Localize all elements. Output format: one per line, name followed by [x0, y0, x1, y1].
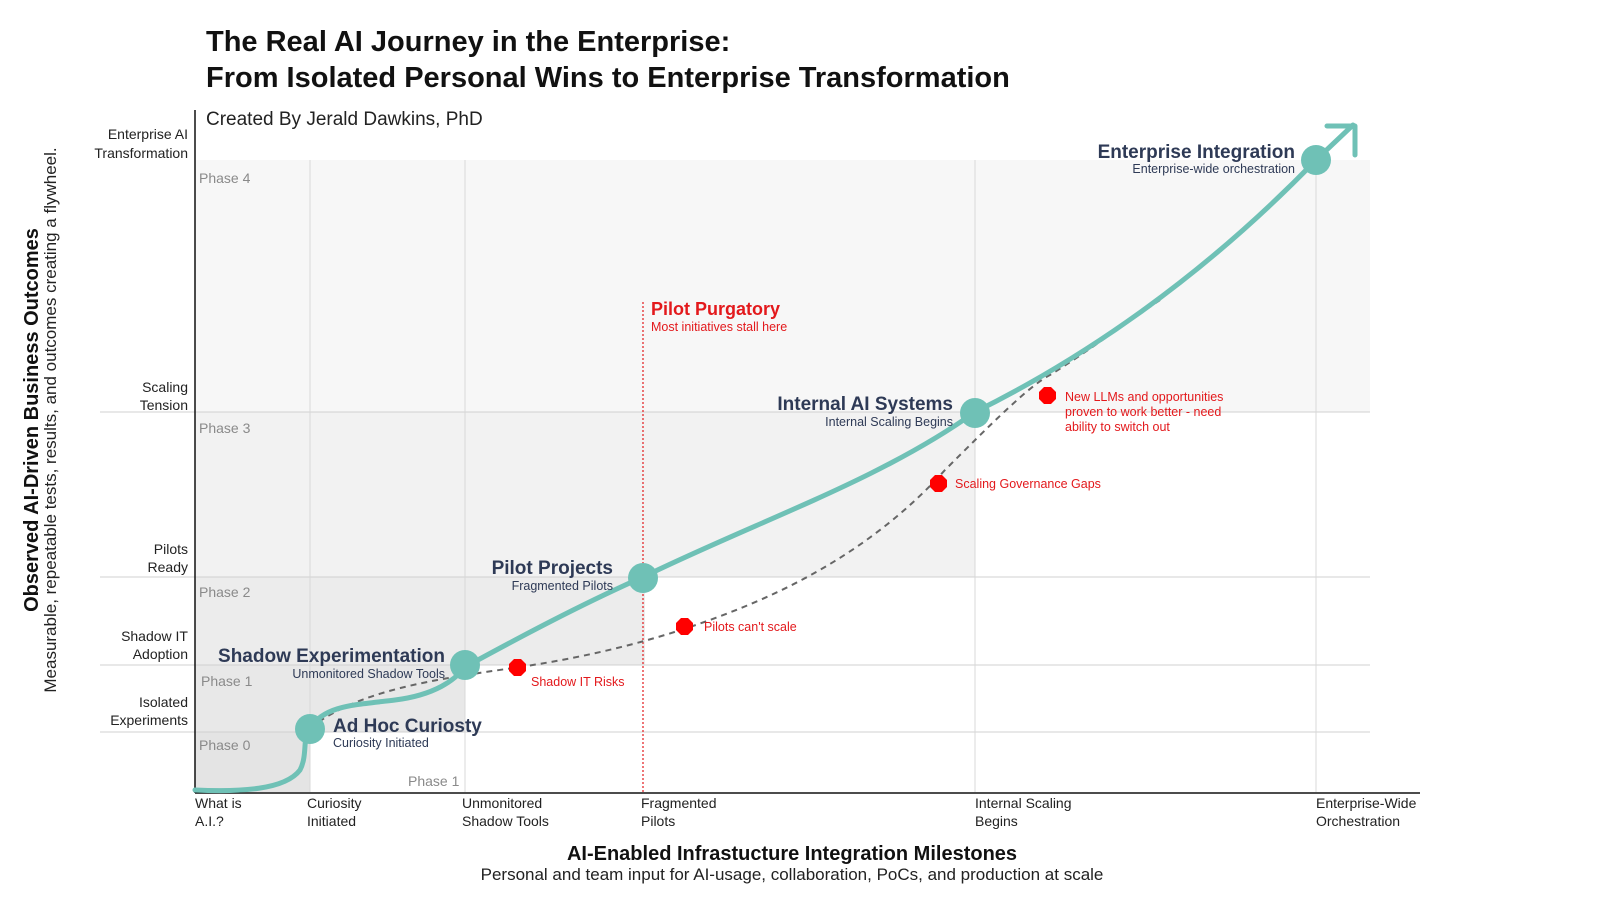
- x-milestone-whatis-2: A.I.?: [195, 813, 224, 829]
- risk-shadow-it-label: Shadow IT Risks: [531, 675, 625, 689]
- x-milestone-internal-1: Internal Scaling: [975, 795, 1072, 811]
- node-pilot-title: Pilot Projects: [492, 558, 613, 579]
- node-enterprise-subtitle: Enterprise-wide orchestration: [1132, 162, 1295, 176]
- phase-4-label: Phase 4: [199, 170, 251, 186]
- phase-3-label: Phase 3: [199, 420, 251, 436]
- risk-llm-switch-line-1: New LLMs and opportunities: [1065, 390, 1223, 404]
- x-milestone-labels: What is A.I.? Curiosity Initiated Unmoni…: [195, 795, 1417, 829]
- pilot-purgatory-subtitle: Most initiatives stall here: [651, 320, 787, 334]
- x-milestone-internal-2: Begins: [975, 813, 1018, 829]
- y-level-shadow-2: Adoption: [133, 646, 188, 662]
- node-shadow-subtitle: Unmonitored Shadow Tools: [292, 667, 445, 681]
- node-enterprise: [1301, 145, 1331, 175]
- vertical-gridlines: [309, 160, 1317, 792]
- risk-governance-icon: [930, 475, 947, 492]
- y-level-isolated-2: Experiments: [110, 712, 188, 728]
- credit-text: Created By Jerald Dawkins, PhD: [206, 109, 483, 130]
- x-milestone-enterprise-1: Enterprise-Wide: [1316, 795, 1417, 811]
- y-level-isolated-1: Isolated: [139, 694, 188, 710]
- phase-1-label: Phase 1: [201, 673, 253, 689]
- x-milestone-curiosity-2: Initiated: [307, 813, 356, 829]
- milestone-nodes: [295, 145, 1331, 744]
- y-axis-title: Observed AI-Driven Business Outcomes: [21, 228, 43, 612]
- x-milestone-enterprise-2: Orchestration: [1316, 813, 1400, 829]
- risk-llm-switch-line-3: ability to switch out: [1065, 420, 1170, 434]
- phase-0-label: Phase 0: [199, 737, 251, 753]
- y-level-transformation-2: Transformation: [94, 145, 188, 161]
- band-phase-4: [195, 160, 1370, 412]
- journey-arrow-head: [1324, 123, 1358, 158]
- x-milestone-unmonitored-2: Shadow Tools: [462, 813, 549, 829]
- risk-llm-switch-icon: [1039, 387, 1056, 404]
- node-pilot: [628, 563, 658, 593]
- risk-governance-label: Scaling Governance Gaps: [955, 477, 1101, 491]
- y-level-transformation-1: Enterprise AI: [108, 126, 188, 142]
- y-level-pilots-2: Ready: [148, 559, 188, 575]
- risk-markers: Shadow IT Risks Pilots can't scale Scali…: [509, 387, 1223, 689]
- risk-llm-switch-line-2: proven to work better - need: [1065, 405, 1221, 419]
- phase-1-bottom-label: Phase 1: [408, 773, 460, 789]
- band-phase-3: [195, 412, 975, 577]
- x-milestone-unmonitored-1: Unmonitored: [462, 795, 542, 811]
- node-pilot-subtitle: Fragmented Pilots: [512, 579, 613, 593]
- node-enterprise-title: Enterprise Integration: [1098, 142, 1295, 163]
- node-internal: [960, 398, 990, 428]
- node-shadow-title: Shadow Experimentation: [218, 646, 445, 667]
- x-milestone-fragmented-2: Pilots: [641, 813, 675, 829]
- x-axis-subtitle: Personal and team input for AI-usage, co…: [481, 865, 1104, 884]
- y-axis-subtitle: Measurable, repeatable tests, results, a…: [41, 147, 60, 692]
- risk-pilots-scale-icon: [676, 618, 693, 635]
- x-milestone-fragmented-1: Fragmented: [641, 795, 716, 811]
- node-ad-hoc-title: Ad Hoc Curiosty: [333, 716, 482, 737]
- x-milestone-whatis-1: What is: [195, 795, 242, 811]
- node-ad-hoc: [295, 714, 325, 744]
- pilot-purgatory-title: Pilot Purgatory: [651, 299, 780, 319]
- node-internal-title: Internal AI Systems: [777, 394, 953, 415]
- node-internal-subtitle: Internal Scaling Begins: [825, 415, 953, 429]
- y-level-scaling-2: Tension: [140, 397, 188, 413]
- node-ad-hoc-subtitle: Curiosity Initiated: [333, 736, 429, 750]
- y-level-scaling-1: Scaling: [142, 379, 188, 395]
- band-phase-2: [195, 577, 645, 665]
- title-line-1: The Real AI Journey in the Enterprise:: [206, 26, 730, 58]
- x-milestone-curiosity-1: Curiosity: [307, 795, 361, 811]
- risk-pilots-scale-label: Pilots can't scale: [704, 620, 797, 634]
- phase-2-label: Phase 2: [199, 584, 251, 600]
- y-level-labels: Enterprise AI Transformation Scaling Ten…: [94, 126, 188, 728]
- band-phase-1: [195, 665, 465, 732]
- node-shadow: [450, 650, 480, 680]
- risk-shadow-it-icon: [509, 659, 526, 676]
- title-line-2: From Isolated Personal Wins to Enterpris…: [206, 62, 1010, 94]
- x-axis-title: AI-Enabled Infrastucture Integration Mil…: [567, 843, 1017, 865]
- journey-curve: [192, 157, 1319, 794]
- band-phase-0: [195, 732, 310, 792]
- y-level-shadow-1: Shadow IT: [121, 628, 188, 644]
- y-level-pilots-1: Pilots: [154, 541, 188, 557]
